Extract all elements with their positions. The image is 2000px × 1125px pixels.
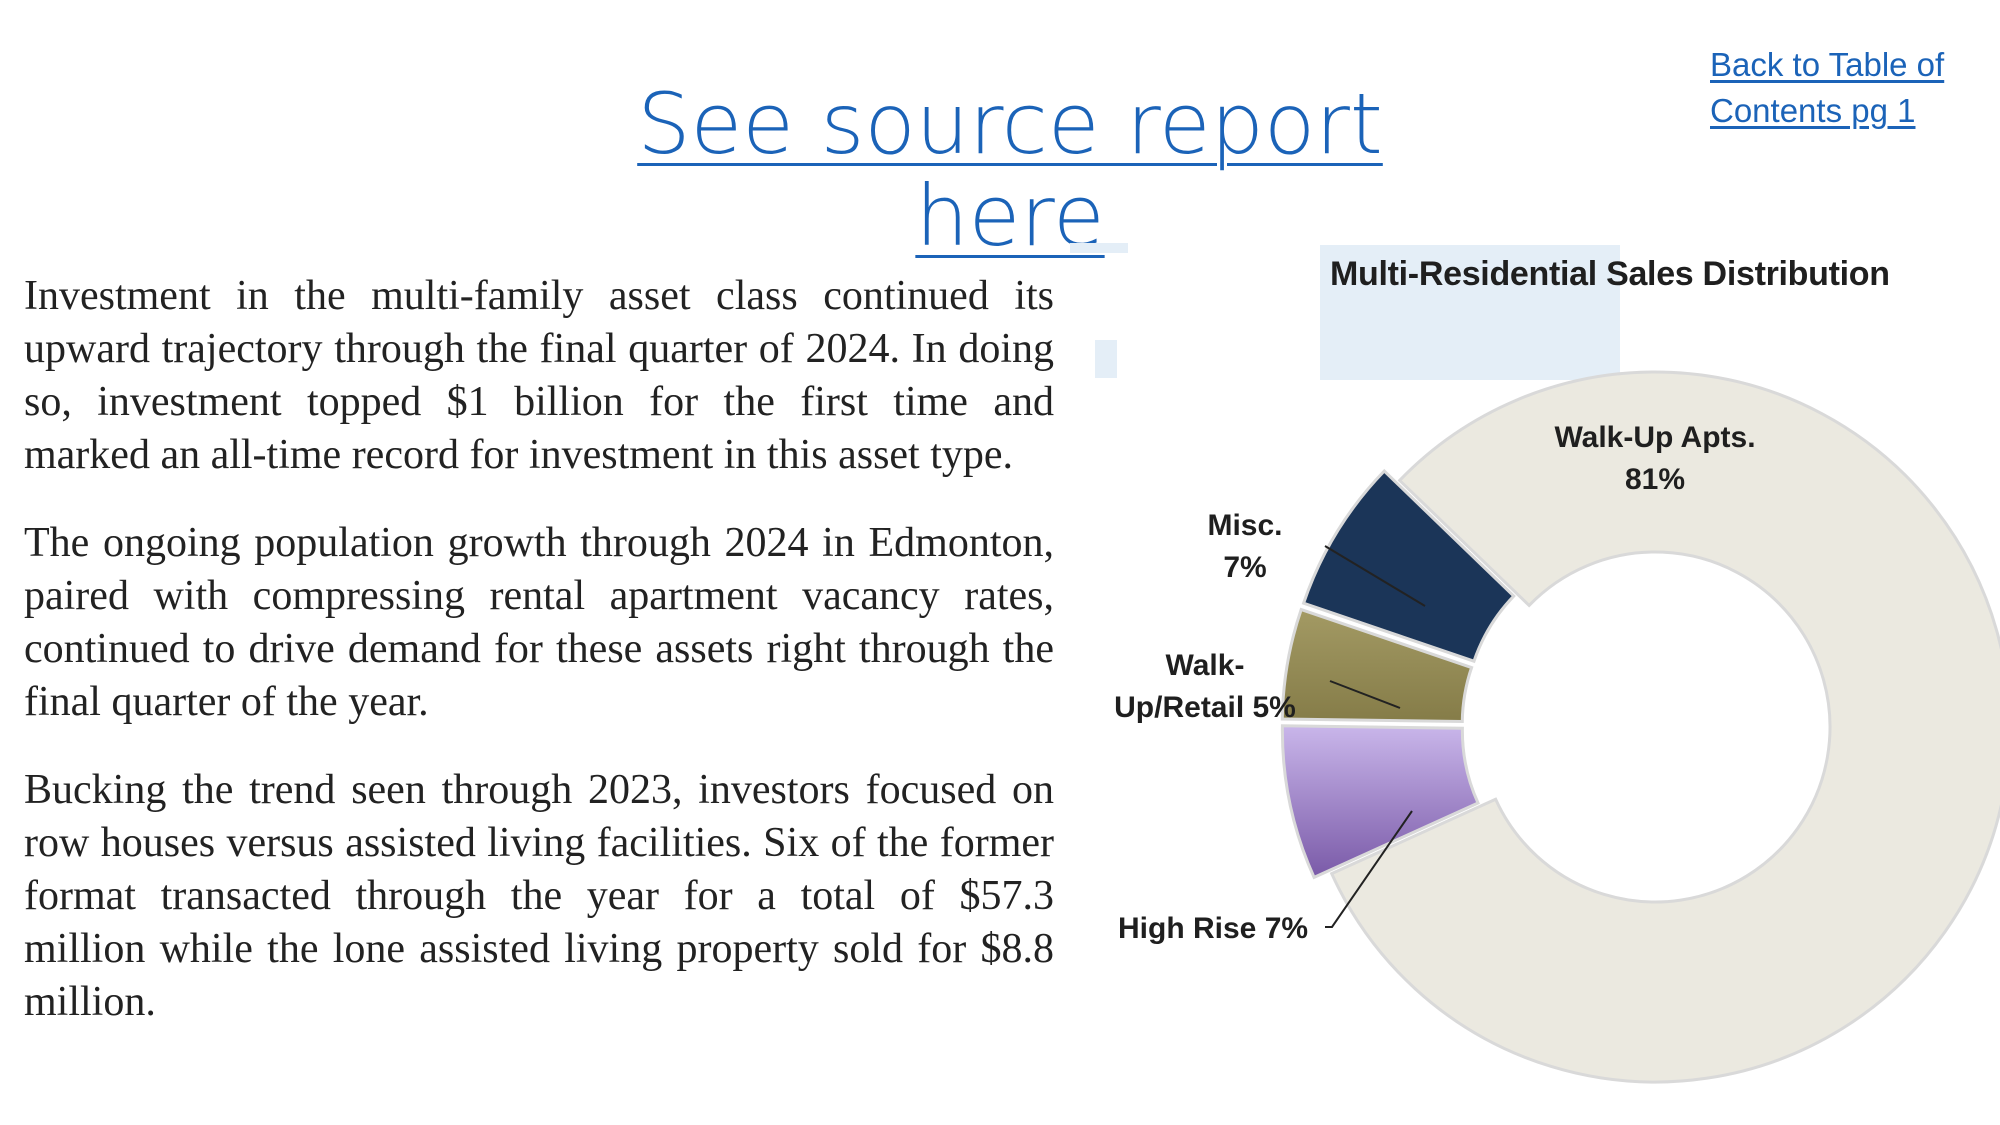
label-high-rise: High Rise 7% xyxy=(1118,908,1328,950)
slice-walk-up-retail xyxy=(1280,607,1474,724)
label-walkup-retail-line2: Up/Retail 5% xyxy=(1114,691,1296,724)
label-high-rise-text: High Rise 7% xyxy=(1118,912,1309,945)
toc-link-line2: Contents pg 1 xyxy=(1710,92,1916,129)
label-walkup-apts-value: 81% xyxy=(1624,463,1686,496)
slice-walk-up-apts xyxy=(1329,370,2000,1084)
bg-artifact-1 xyxy=(1320,245,1620,380)
label-walkup-apts: Walk-Up Apts. 81% xyxy=(1530,417,1780,501)
slice-high-rise xyxy=(1301,468,1516,664)
bg-artifact-3 xyxy=(1095,340,1117,378)
paragraph-3: Bucking the trend seen through 2023, inv… xyxy=(24,767,1054,1025)
source-report-link[interactable]: See source report here xyxy=(637,75,1383,266)
back-to-toc-link[interactable]: Back to Table of Contents pg 1 xyxy=(1710,42,1980,134)
label-walkup-retail-line1: Walk- xyxy=(1165,649,1245,682)
donut-slices xyxy=(1280,370,2000,1084)
slice-misc xyxy=(1280,724,1480,880)
leader-line-misc xyxy=(1324,545,1426,607)
leader-lines xyxy=(1324,545,1426,928)
label-misc-name: Misc. xyxy=(1207,509,1283,542)
label-walkup-apts-name: Walk-Up Apts. xyxy=(1554,421,1756,454)
label-walkup-retail: Walk- Up/Retail 5% xyxy=(1100,645,1310,729)
bg-artifact-2 xyxy=(1070,243,1128,253)
leader-line-high-rise xyxy=(1325,810,1413,928)
paragraph-2: The ongoing population growth through 20… xyxy=(24,520,1054,725)
label-misc-value: 7% xyxy=(1223,551,1267,584)
paragraph-1: Investment in the multi-family asset cla… xyxy=(24,273,1054,478)
chart-title: Multi-Residential Sales Distribution xyxy=(1330,255,1890,293)
toc-link-line1: Back to Table of xyxy=(1710,46,1945,83)
donut-chart xyxy=(1070,243,2000,1084)
leader-line-walkup-retail xyxy=(1329,680,1401,709)
label-misc: Misc. 7% xyxy=(1190,505,1300,589)
body-text: Investment in the multi-family asset cla… xyxy=(24,270,1054,1064)
